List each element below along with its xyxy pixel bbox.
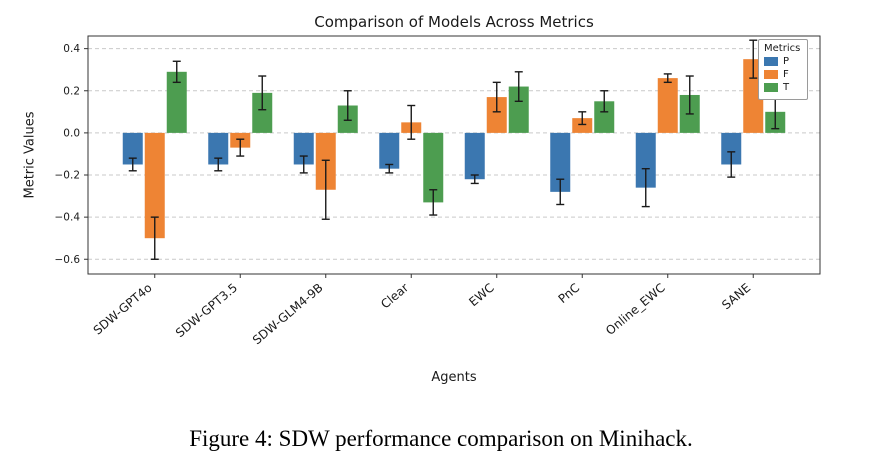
- bar-T: [423, 132, 444, 203]
- legend-entry-F: F: [764, 69, 800, 80]
- x-tick-label: SANE: [719, 281, 753, 313]
- x-tick-label: SDW-GLM4-9B: [250, 281, 326, 348]
- legend-swatch: [764, 83, 778, 92]
- bar-T: [508, 86, 529, 133]
- y-tick-label: −0.4: [55, 212, 81, 224]
- bar-F: [486, 97, 507, 133]
- y-tick-label: −0.6: [55, 254, 81, 266]
- x-tick-label: EWC: [466, 281, 496, 310]
- plot-area: 0.4 0.2 0.0 −0.2 −0.4 −0.6 SDW-GPT4o SDW-GPT3.5…: [55, 35, 821, 348]
- x-tick-label: SDW-GPT3.5: [173, 281, 240, 341]
- y-tick-label: 0.4: [63, 43, 80, 55]
- legend-swatch: [764, 70, 778, 79]
- bar-P: [464, 132, 485, 180]
- bar-T: [166, 71, 187, 133]
- bar-T: [594, 101, 615, 133]
- bar-P: [293, 132, 314, 165]
- bar-P: [122, 132, 143, 165]
- y-tick-label: 0.2: [63, 85, 80, 97]
- x-tick-label: Clear: [378, 281, 411, 312]
- bar-T: [252, 92, 273, 133]
- legend-swatch: [764, 57, 778, 66]
- x-tick-label: PnC: [556, 281, 583, 307]
- x-tick-label: SDW-GPT4o: [91, 281, 155, 338]
- chart-title: Comparison of Models Across Metrics: [314, 13, 594, 31]
- figure-caption: Figure 4: SDW performance comparison on …: [189, 426, 693, 451]
- bar-F: [657, 78, 678, 133]
- legend-entry-P: P: [764, 56, 800, 67]
- plot-border: [87, 35, 821, 275]
- y-tick-label: 0.0: [63, 127, 80, 139]
- legend-label: P: [783, 56, 790, 67]
- legend-title: Metrics: [764, 43, 801, 54]
- legend-entry-T: T: [764, 82, 800, 93]
- bar-F: [144, 132, 165, 239]
- bar-P: [721, 132, 742, 165]
- bar-P: [550, 132, 571, 192]
- bar-P: [208, 132, 229, 165]
- bar-F: [572, 118, 593, 133]
- bar-P: [379, 132, 400, 169]
- x-tick-label: Online_EWC: [603, 281, 668, 338]
- legend-label: T: [783, 82, 790, 93]
- y-tick-label: −0.2: [55, 170, 81, 182]
- x-axis-label: Agents: [431, 370, 477, 385]
- legend-label: F: [783, 69, 789, 80]
- bar-P: [635, 132, 656, 188]
